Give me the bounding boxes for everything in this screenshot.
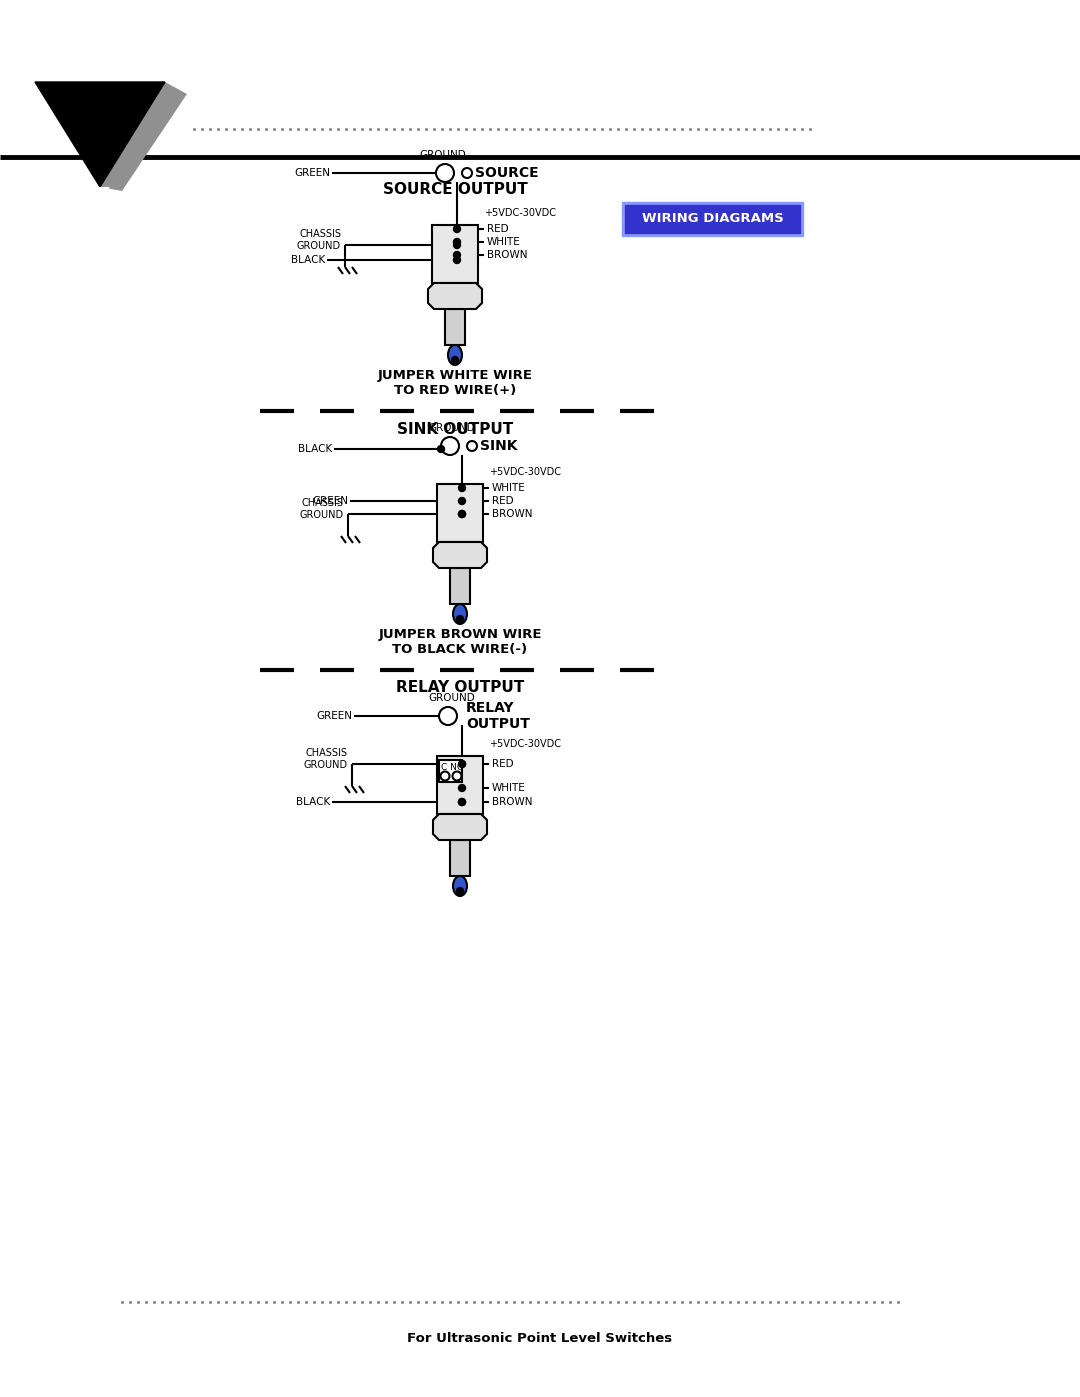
Circle shape xyxy=(453,771,461,781)
Text: GREEN: GREEN xyxy=(316,711,352,721)
Text: BLACK: BLACK xyxy=(291,256,325,265)
Text: RELAY OUTPUT: RELAY OUTPUT xyxy=(396,680,524,696)
Circle shape xyxy=(457,887,463,894)
Text: SINK OUTPUT: SINK OUTPUT xyxy=(396,422,513,436)
Circle shape xyxy=(454,239,460,246)
Text: BROWN: BROWN xyxy=(487,250,527,260)
Text: GROUND: GROUND xyxy=(429,693,475,703)
Text: GROUND: GROUND xyxy=(420,149,467,161)
Text: WHITE: WHITE xyxy=(492,483,526,493)
Circle shape xyxy=(459,760,465,767)
Circle shape xyxy=(441,771,449,781)
Circle shape xyxy=(459,799,465,806)
Circle shape xyxy=(462,168,472,177)
Polygon shape xyxy=(90,187,110,198)
Text: WHITE: WHITE xyxy=(487,237,521,247)
Text: GROUND: GROUND xyxy=(429,423,475,433)
FancyBboxPatch shape xyxy=(450,569,470,604)
Text: +5VDC-30VDC: +5VDC-30VDC xyxy=(489,467,561,476)
Polygon shape xyxy=(35,82,165,187)
Text: +5VDC-30VDC: +5VDC-30VDC xyxy=(484,208,556,218)
Polygon shape xyxy=(433,542,487,569)
Text: RED: RED xyxy=(492,759,514,768)
Circle shape xyxy=(438,707,457,725)
Text: GREEN: GREEN xyxy=(312,496,348,506)
Text: WIRING DIAGRAMS: WIRING DIAGRAMS xyxy=(642,212,783,225)
Circle shape xyxy=(459,799,465,806)
FancyBboxPatch shape xyxy=(438,760,462,782)
Circle shape xyxy=(459,485,465,492)
Text: JUMPER BROWN WIRE
TO BLACK WIRE(-): JUMPER BROWN WIRE TO BLACK WIRE(-) xyxy=(378,629,542,657)
Text: SOURCE OUTPUT: SOURCE OUTPUT xyxy=(382,182,527,197)
Circle shape xyxy=(454,242,460,249)
FancyBboxPatch shape xyxy=(437,756,483,814)
Circle shape xyxy=(437,446,445,453)
Text: SOURCE: SOURCE xyxy=(475,166,539,180)
Circle shape xyxy=(454,251,460,258)
Text: RED: RED xyxy=(487,224,509,235)
Text: C NO: C NO xyxy=(441,764,464,773)
Text: BROWN: BROWN xyxy=(492,798,532,807)
Ellipse shape xyxy=(453,604,467,624)
Text: RELAY
OUTPUT: RELAY OUTPUT xyxy=(465,701,530,731)
Ellipse shape xyxy=(453,876,467,895)
Text: RED: RED xyxy=(492,496,514,506)
FancyBboxPatch shape xyxy=(622,203,804,236)
Circle shape xyxy=(459,760,465,767)
Text: JUMPER WHITE WIRE
TO RED WIRE(+): JUMPER WHITE WIRE TO RED WIRE(+) xyxy=(378,369,532,397)
FancyBboxPatch shape xyxy=(450,840,470,876)
Text: GREEN: GREEN xyxy=(294,168,330,177)
Circle shape xyxy=(441,437,459,455)
FancyBboxPatch shape xyxy=(432,225,478,284)
Text: +5VDC-30VDC: +5VDC-30VDC xyxy=(489,739,561,749)
Circle shape xyxy=(459,510,465,517)
Circle shape xyxy=(451,356,459,363)
Circle shape xyxy=(459,497,465,504)
Polygon shape xyxy=(433,814,487,840)
Circle shape xyxy=(436,163,454,182)
Polygon shape xyxy=(100,82,187,191)
Text: BLACK: BLACK xyxy=(298,444,332,454)
Text: WHITE: WHITE xyxy=(492,782,526,793)
Ellipse shape xyxy=(448,345,462,365)
Circle shape xyxy=(454,225,460,232)
FancyBboxPatch shape xyxy=(437,483,483,542)
Text: For Ultrasonic Point Level Switches: For Ultrasonic Point Level Switches xyxy=(407,1333,673,1345)
Circle shape xyxy=(457,616,463,623)
Circle shape xyxy=(454,257,460,264)
Polygon shape xyxy=(428,284,482,309)
Circle shape xyxy=(467,441,477,451)
FancyBboxPatch shape xyxy=(625,205,800,233)
Text: SINK: SINK xyxy=(480,439,517,453)
Text: CHASSIS
GROUND: CHASSIS GROUND xyxy=(300,497,345,520)
FancyBboxPatch shape xyxy=(445,309,465,345)
Circle shape xyxy=(459,510,465,517)
Circle shape xyxy=(459,785,465,792)
Text: BROWN: BROWN xyxy=(492,509,532,520)
Text: CHASSIS
GROUND: CHASSIS GROUND xyxy=(303,747,348,770)
Text: BLACK: BLACK xyxy=(296,798,330,807)
Text: CHASSIS
GROUND: CHASSIS GROUND xyxy=(297,229,341,251)
